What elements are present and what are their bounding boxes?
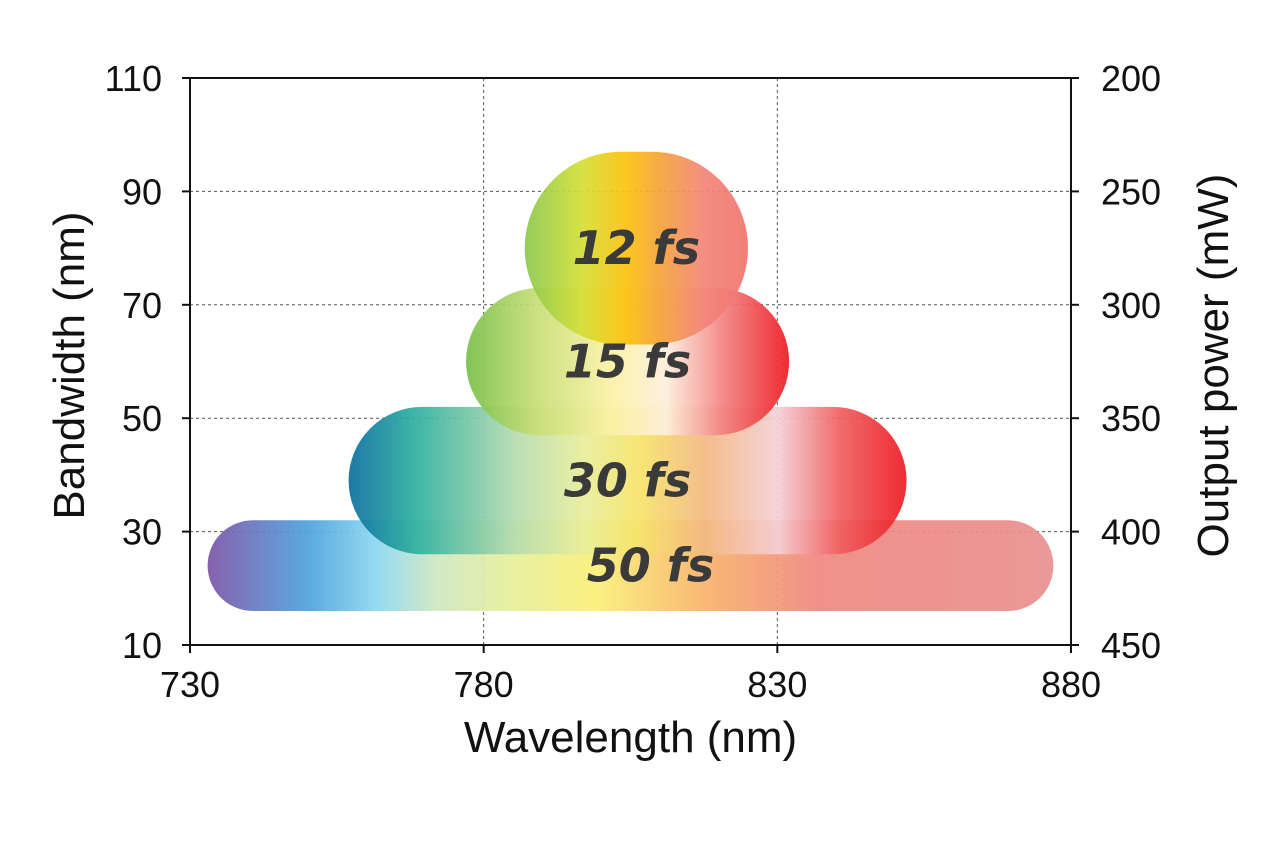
y-axis-ticks: 10 30 50 70 90 110 bbox=[105, 58, 190, 666]
region-label: 12 fs bbox=[573, 221, 700, 275]
x-axis-ticks: 730 780 830 880 bbox=[160, 645, 1101, 705]
y-tick-label: 50 bbox=[122, 398, 162, 439]
x-axis-title: Wavelength (nm) bbox=[464, 713, 797, 762]
region-label: 15 fs bbox=[564, 335, 691, 389]
y2-axis-title: Output power (mW) bbox=[1189, 174, 1238, 558]
x-tick-label: 730 bbox=[160, 664, 220, 705]
region-label: 30 fs bbox=[564, 454, 691, 508]
y-axis-title: Bandwidth (nm) bbox=[45, 211, 94, 519]
x-tick-label: 780 bbox=[454, 664, 514, 705]
x-tick-label: 830 bbox=[747, 664, 807, 705]
plot-frame bbox=[189, 77, 1072, 646]
x-tick-label: 880 bbox=[1041, 664, 1101, 705]
y2-axis-ticks: 450 400 350 300 250 200 bbox=[1071, 58, 1161, 666]
y2-tick-label: 350 bbox=[1101, 398, 1161, 439]
y-tick-label: 10 bbox=[122, 625, 162, 666]
region-label: 50 fs bbox=[587, 539, 714, 593]
y2-tick-label: 300 bbox=[1101, 285, 1161, 326]
bandwidth-regions bbox=[207, 151, 1054, 611]
y2-tick-label: 450 bbox=[1101, 625, 1161, 666]
y2-tick-label: 250 bbox=[1101, 171, 1161, 212]
y2-tick-label: 400 bbox=[1101, 512, 1161, 553]
y2-tick-label: 200 bbox=[1101, 58, 1161, 99]
y-tick-label: 30 bbox=[122, 512, 162, 553]
y-tick-label: 110 bbox=[105, 58, 162, 99]
y-tick-label: 90 bbox=[122, 171, 162, 212]
bandwidth-region-12-fs bbox=[524, 151, 748, 345]
bandwidth-region-30-fs bbox=[348, 406, 907, 555]
region-labels: 50 fs 30 fs 15 fs 12 fs bbox=[564, 221, 714, 593]
y-tick-label: 70 bbox=[122, 285, 162, 326]
